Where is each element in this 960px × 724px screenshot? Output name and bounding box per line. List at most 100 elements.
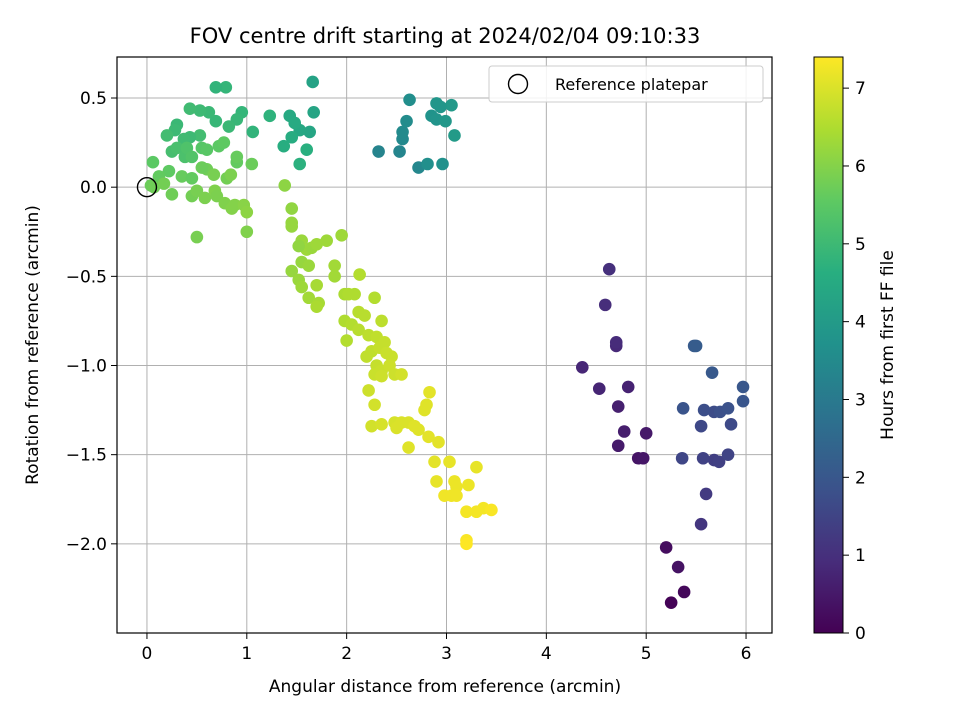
x-tick-label: 0 — [142, 644, 153, 664]
scatter-point — [400, 114, 413, 128]
scatter-point — [328, 259, 341, 272]
legend: Reference platepar — [488, 65, 764, 103]
scatter-point — [460, 537, 473, 551]
scatter-point — [310, 237, 323, 251]
scatter-point — [198, 191, 212, 205]
scatter-point — [402, 441, 415, 454]
scatter-point — [302, 291, 316, 305]
scatter-point — [285, 220, 299, 233]
y-tick-label: −1.5 — [66, 446, 107, 466]
scatter-point — [146, 155, 160, 169]
scatter-point — [439, 114, 452, 128]
x-tick-label: 1 — [241, 644, 252, 664]
scatter-point — [263, 109, 277, 123]
scatter-point — [721, 402, 735, 415]
scatter-point — [368, 291, 381, 305]
scatter-point — [705, 366, 719, 379]
scatter-point — [460, 505, 473, 519]
scatter-point — [412, 423, 425, 437]
scatter-point — [320, 234, 333, 247]
scatter-point — [209, 114, 223, 128]
scatter-point — [310, 278, 323, 292]
scatter-point — [306, 75, 320, 89]
scatter-point — [209, 81, 223, 94]
colorbar-gradient — [813, 56, 844, 634]
legend-reference-marker — [507, 73, 529, 95]
colorbar-tick-label: 2 — [855, 468, 866, 488]
scatter-point — [348, 287, 361, 301]
scatter-point — [712, 455, 726, 469]
colorbar-ticks: 0 1 2 3 4 5 6 7 — [843, 79, 866, 644]
scatter-point — [395, 368, 408, 381]
scatter-point — [659, 541, 673, 554]
scatter-point — [470, 460, 483, 474]
scatter-point — [724, 418, 738, 431]
y-tick-label: −1.0 — [66, 357, 107, 377]
scatter-point — [185, 171, 199, 185]
legend-box — [488, 65, 764, 103]
scatter-point — [375, 369, 388, 383]
scatter-point — [443, 455, 456, 469]
scatter-point — [450, 489, 463, 502]
scatter-point — [246, 125, 260, 139]
scatter-point — [636, 451, 650, 465]
scatter-point — [362, 384, 375, 397]
scatter-point — [207, 168, 221, 181]
scatter-point — [303, 125, 317, 139]
scatter-point — [598, 298, 612, 312]
chart-title: FOV centre drift starting at 2024/02/04 … — [190, 24, 701, 48]
scatter-point — [736, 380, 750, 394]
scatter-point — [436, 157, 449, 171]
scatter-point — [285, 130, 299, 144]
scatter-point — [403, 93, 416, 107]
y-tick-label: −0.5 — [66, 267, 107, 287]
colorbar-tick-label: 7 — [855, 79, 866, 99]
scatter-point — [422, 430, 435, 444]
scatter-point — [423, 385, 436, 399]
x-tick-label: 5 — [641, 644, 652, 664]
colorbar-tick-label: 4 — [855, 313, 866, 333]
scatter-point — [245, 157, 259, 171]
scatter-point — [372, 145, 385, 158]
scatter-point — [689, 339, 703, 353]
scatter-point — [335, 229, 348, 242]
colorbar-label: Hours from first FF file — [878, 250, 898, 440]
scatter-point — [676, 402, 690, 415]
scatter-point — [485, 503, 498, 517]
y-tick-label: −2.0 — [66, 535, 107, 555]
scatter-point — [430, 475, 443, 488]
scatter-point — [721, 448, 735, 461]
scatter-point — [611, 439, 625, 453]
scatter-point — [157, 177, 171, 190]
scatter-point — [307, 105, 320, 119]
scatter-point — [285, 202, 299, 215]
colorbar: 0 1 2 3 4 5 6 7 Hours from first FF file — [813, 56, 898, 644]
x-tick-label: 2 — [341, 644, 352, 664]
colorbar-tick-label: 0 — [855, 624, 866, 644]
scatter-point — [222, 120, 236, 133]
x-tick-label: 6 — [741, 644, 752, 664]
scatter-point — [285, 264, 299, 278]
scatter-point — [611, 400, 625, 413]
scatter-point — [185, 150, 199, 164]
scatter-point — [302, 259, 316, 272]
scatter-point — [193, 129, 207, 142]
scatter-point — [228, 198, 242, 212]
scatter-point — [365, 419, 378, 433]
scatter-point — [175, 170, 189, 183]
scatter-point — [160, 129, 174, 142]
x-tick-label: 4 — [541, 644, 552, 664]
scatter-point — [224, 168, 238, 181]
scatter-point — [575, 360, 589, 374]
scatter-point — [617, 425, 631, 438]
scatter-point — [699, 487, 713, 501]
scatter-point — [217, 136, 231, 149]
scatter-point — [230, 150, 244, 164]
scatter-point — [592, 382, 606, 395]
scatter-point — [170, 141, 184, 155]
scatter-point — [195, 161, 209, 174]
scatter-point — [300, 143, 314, 157]
x-axis-label: Angular distance from reference (arcmin) — [269, 677, 621, 697]
